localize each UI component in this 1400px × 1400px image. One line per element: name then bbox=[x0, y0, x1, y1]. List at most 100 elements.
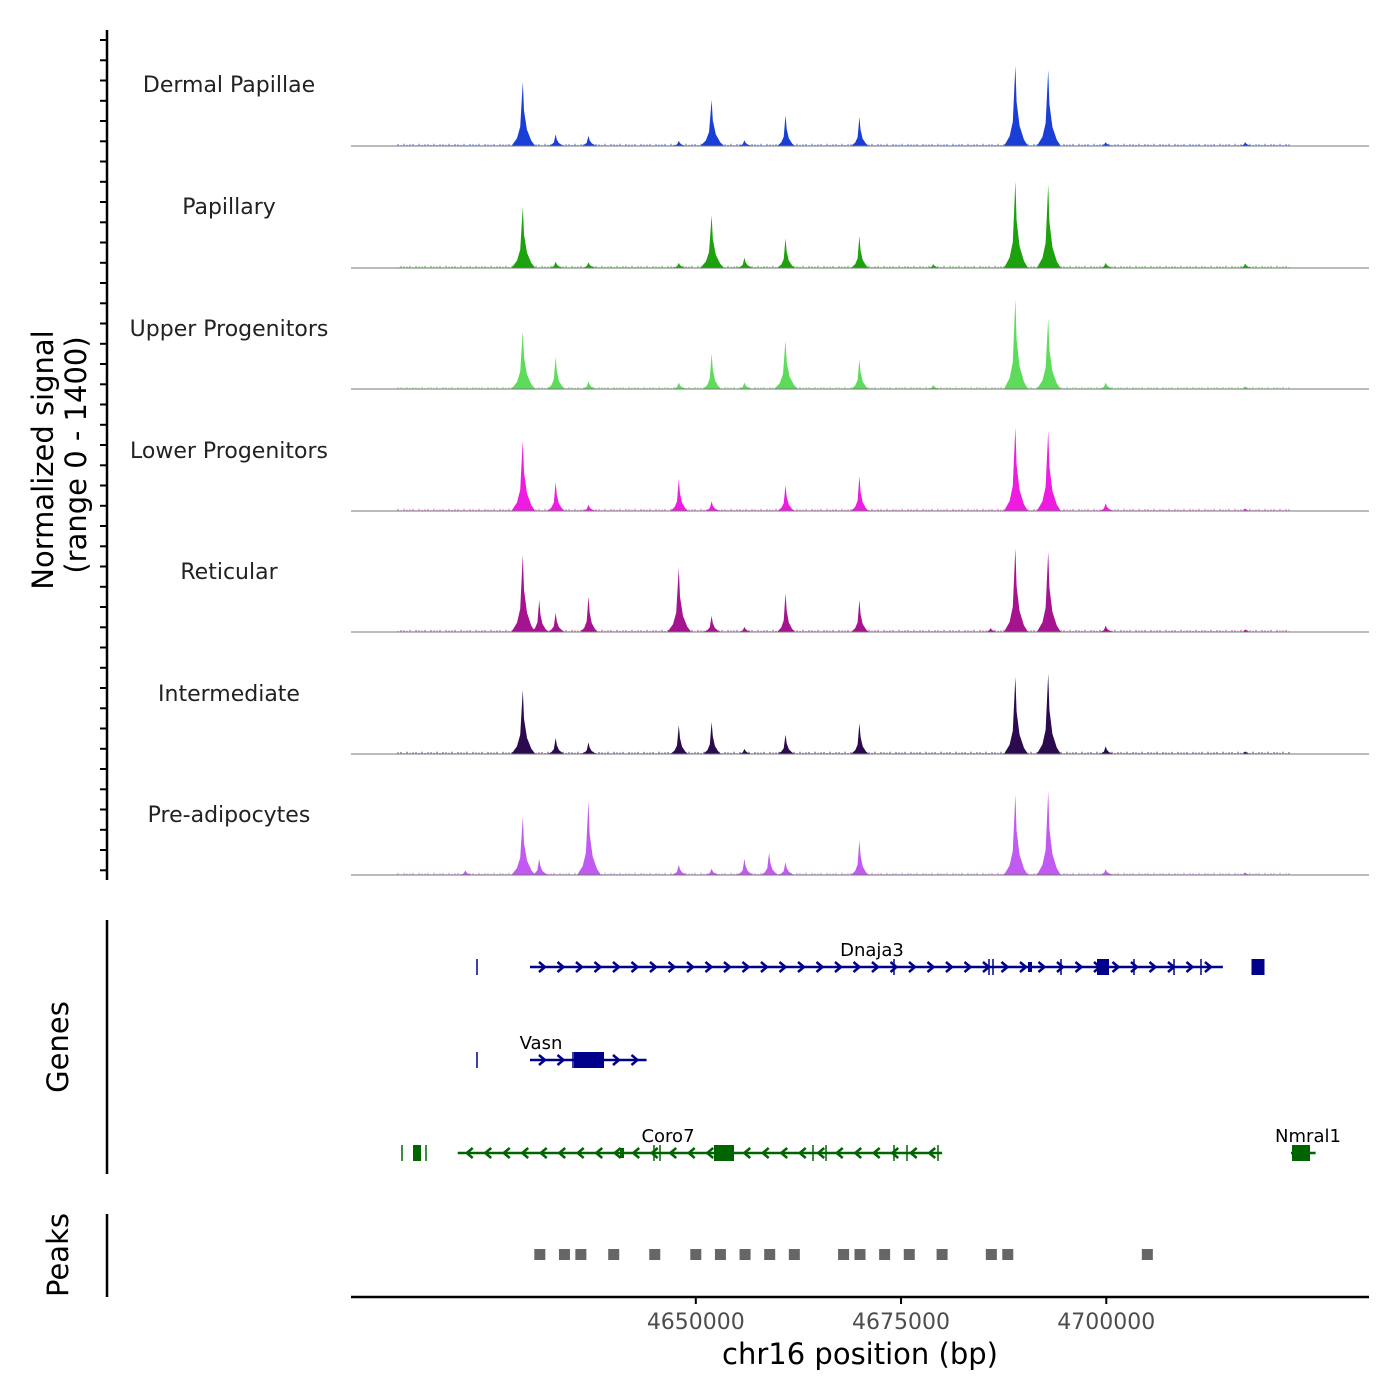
strand-arrow bbox=[631, 1147, 641, 1159]
peak-region bbox=[714, 1249, 726, 1260]
strand-arrow bbox=[538, 1147, 548, 1159]
gene-exon bbox=[1097, 959, 1109, 975]
signal-peak bbox=[580, 262, 599, 268]
strand-arrow bbox=[575, 961, 584, 973]
strand-arrow bbox=[779, 1147, 789, 1159]
signal-peak bbox=[760, 852, 779, 875]
signal-peak bbox=[530, 599, 549, 632]
signal-peak bbox=[670, 262, 689, 268]
signal-peak bbox=[580, 596, 599, 632]
signal-peak bbox=[1003, 65, 1028, 146]
signal-peak bbox=[1036, 184, 1061, 268]
strand-arrow bbox=[1074, 961, 1084, 973]
strand-arrow bbox=[686, 961, 695, 973]
gene-model: Dnaja3 bbox=[476, 940, 1265, 975]
gene-model: Coro7 bbox=[401, 1126, 943, 1161]
signal-peak bbox=[577, 801, 602, 875]
strand-arrow bbox=[1056, 961, 1065, 973]
signal-peak bbox=[1036, 551, 1061, 632]
track-label: Upper Progenitors bbox=[130, 317, 329, 342]
gene-model: Vasn bbox=[476, 1033, 647, 1068]
signal-peak bbox=[703, 721, 722, 754]
strand-arrow bbox=[778, 961, 788, 973]
strand-arrow bbox=[630, 1054, 640, 1066]
strand-arrow bbox=[483, 1147, 493, 1159]
signal-peak bbox=[777, 734, 796, 754]
signal-peak bbox=[547, 356, 566, 389]
peak-region bbox=[903, 1249, 915, 1260]
signal-peak bbox=[530, 858, 549, 875]
strand-arrow bbox=[1148, 961, 1158, 973]
signal-peak bbox=[1097, 746, 1116, 754]
signal-y-ticks bbox=[100, 39, 107, 872]
gene-exon bbox=[1251, 959, 1265, 975]
strand-arrow bbox=[927, 1147, 937, 1159]
signal-ylabel-line1: Normalized signal bbox=[26, 330, 60, 589]
peak-region bbox=[854, 1249, 866, 1260]
genes-label: Genes bbox=[41, 1001, 75, 1093]
signal-peak bbox=[1236, 263, 1255, 268]
signal-peak bbox=[670, 382, 689, 389]
strand-arrow bbox=[649, 1147, 659, 1159]
signal-peak bbox=[736, 140, 755, 146]
strand-arrow bbox=[852, 961, 862, 973]
x-axis-label: chr16 position (bp) bbox=[722, 1337, 998, 1371]
peak-region bbox=[1141, 1249, 1153, 1260]
signal-peak bbox=[1003, 427, 1028, 511]
signal-peak bbox=[670, 864, 689, 875]
signal-peak bbox=[1003, 181, 1028, 268]
strand-arrow bbox=[815, 961, 825, 973]
strand-arrow bbox=[908, 961, 917, 973]
strand-arrow bbox=[1000, 961, 1010, 973]
signal-peak bbox=[703, 501, 722, 511]
strand-arrow bbox=[556, 1054, 566, 1066]
strand-arrow bbox=[1185, 961, 1195, 973]
strand-arrow bbox=[963, 961, 973, 973]
gene-exon bbox=[1028, 962, 1032, 972]
peak-region bbox=[649, 1249, 661, 1260]
strand-arrow bbox=[705, 1147, 715, 1159]
strand-arrow bbox=[890, 1147, 900, 1159]
strand-arrow bbox=[668, 1147, 678, 1159]
peak-region bbox=[558, 1249, 570, 1260]
gene-model: Nmral1 bbox=[1275, 1126, 1341, 1161]
peak-region bbox=[575, 1249, 587, 1260]
signal-peak bbox=[511, 817, 536, 875]
signal-peak bbox=[1036, 318, 1061, 389]
gene-label: Coro7 bbox=[641, 1126, 694, 1147]
signal-peak bbox=[1236, 751, 1255, 754]
signal-peak bbox=[851, 599, 869, 632]
signal-peak bbox=[580, 742, 599, 754]
signal-peak bbox=[1236, 386, 1255, 389]
signal-peak bbox=[670, 478, 689, 511]
track-label: Papillary bbox=[182, 195, 276, 220]
peak-region bbox=[690, 1249, 702, 1260]
signal-peak bbox=[1003, 794, 1028, 875]
signal-peak bbox=[1097, 382, 1116, 389]
signal-peak bbox=[736, 257, 755, 268]
strand-arrow bbox=[464, 1147, 474, 1159]
strand-arrow bbox=[557, 1147, 567, 1159]
track-label: Intermediate bbox=[158, 682, 300, 707]
signal-peak bbox=[736, 858, 755, 875]
peak-regions-panel bbox=[534, 1249, 1153, 1260]
signal-peak bbox=[1036, 70, 1061, 146]
track-label: Pre-adipocytes bbox=[148, 803, 311, 828]
signal-peak bbox=[1097, 262, 1116, 268]
track-label: Dermal Papillae bbox=[143, 73, 315, 98]
peak-region bbox=[788, 1249, 800, 1260]
signal-peak bbox=[1097, 625, 1116, 632]
gene-exon bbox=[574, 1052, 604, 1068]
signal-peak bbox=[670, 725, 689, 754]
x-tick-label: 4650000 bbox=[647, 1310, 745, 1335]
strand-arrow bbox=[926, 961, 936, 973]
strand-arrow bbox=[797, 1147, 807, 1159]
signal-peak bbox=[547, 482, 566, 511]
peak-region bbox=[936, 1249, 948, 1260]
strand-arrow bbox=[686, 1147, 696, 1159]
strand-arrow bbox=[889, 961, 899, 973]
signal-peak bbox=[851, 723, 869, 754]
peaks-label: Peaks bbox=[41, 1213, 75, 1297]
gene-exon bbox=[1292, 1145, 1310, 1161]
